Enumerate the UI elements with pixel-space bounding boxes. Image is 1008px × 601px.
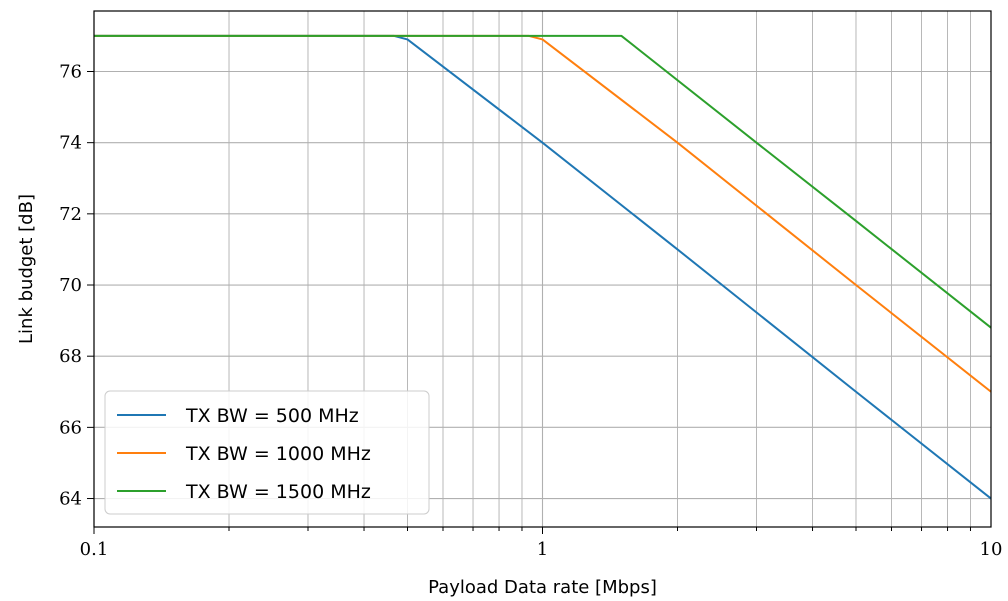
legend-label-3: TX BW = 1500 MHz	[185, 481, 371, 503]
legend-box	[104, 390, 430, 515]
y-tick-label: 72	[59, 204, 82, 225]
y-tick-label: 64	[59, 489, 82, 510]
series-layer	[94, 34, 992, 500]
y-axis-label: Link budget [dB]	[16, 194, 37, 344]
y-tick-label: 66	[59, 417, 82, 438]
x-axis-label: Payload Data rate [Mbps]	[428, 577, 657, 598]
legend-label-2: TX BW = 1000 MHz	[185, 443, 371, 465]
grid	[93, 11, 991, 527]
x-tick-label: 1	[537, 539, 548, 560]
x-tick-label: 10	[980, 539, 1003, 560]
y-tick-label: 68	[59, 346, 82, 367]
y-tick-label: 70	[59, 275, 82, 296]
y-tick-label: 76	[59, 61, 82, 82]
x-tick-label: 0.1	[80, 539, 109, 560]
legend: TX BW = 500 MHz TX BW = 1000 MHz TX BW = 1…	[104, 390, 430, 515]
y-tick-label: 74	[59, 133, 82, 154]
plot-frame	[93, 10, 992, 528]
legend-label-1: TX BW = 500 MHz	[185, 405, 359, 427]
series-line-3	[94, 34, 992, 329]
ticks-layer: 0.1 1 10 64 66 68 70 72 74 76	[59, 61, 1002, 560]
